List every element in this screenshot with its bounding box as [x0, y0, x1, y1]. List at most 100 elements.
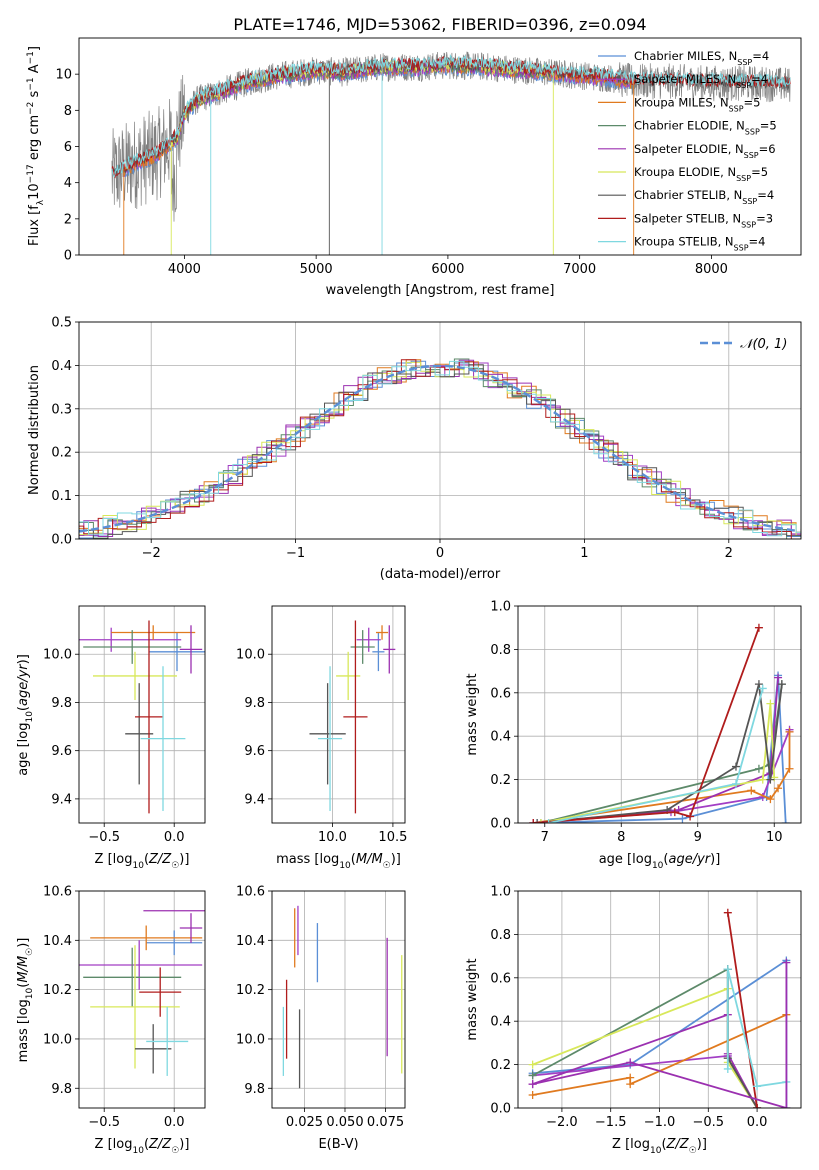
- data-point: [782, 958, 791, 967]
- data-point: [670, 808, 679, 817]
- y-tick-label: 10.6: [236, 885, 265, 900]
- data-point: [785, 764, 794, 773]
- x-tick-label: 0.025: [286, 1115, 323, 1130]
- y-tick-label: 0.6: [490, 971, 511, 986]
- y-tick-label: 9.8: [51, 696, 72, 711]
- data-point: [723, 908, 732, 917]
- y-tick-label: 9.6: [51, 744, 72, 759]
- x-tick-label: 10.0: [318, 830, 347, 845]
- y-axis-label: Normed distribution: [27, 365, 42, 495]
- y-tick-label: 0.4: [490, 730, 511, 745]
- data-point: [782, 1104, 791, 1108]
- data-point: [753, 1082, 762, 1091]
- y-tick-label: 0.5: [51, 316, 72, 331]
- histogram-salpeter-stelib: [79, 359, 801, 539]
- data-point: [766, 699, 775, 708]
- data-point: [528, 1071, 537, 1080]
- data-point: [754, 764, 763, 773]
- data-point: [731, 762, 740, 771]
- mass_vs_ebv-panel: 0.025 0.050 0.075 9.8 10.0 10.2 10.4 10.6 E(B-V): [236, 885, 406, 1152]
- x-tick-label: 1: [580, 546, 588, 561]
- x-axis-label: wavelength [Angstrom, rest frame]: [326, 283, 555, 298]
- x-tick-label: 0.0: [747, 1115, 768, 1130]
- legend-entry: Kroupa ELODIE, NSSP=5: [634, 165, 768, 183]
- data-point: [723, 965, 732, 974]
- y-tick-label: 10.0: [43, 1032, 72, 1047]
- weight_vs_age-plot-area: [529, 623, 794, 823]
- figure-title: PLATE=1746, MJD=53062, FIBERID=0396, z=0…: [233, 15, 646, 34]
- x-tick-label: 8: [617, 830, 625, 845]
- y-axis-label: mass weight: [465, 673, 480, 755]
- y-tick-label: 2: [64, 212, 72, 227]
- data-point: [528, 1060, 537, 1069]
- y-tick-label: 10.4: [43, 934, 72, 949]
- data-point: [723, 1064, 732, 1073]
- y-tick-label: 0.2: [490, 773, 511, 788]
- x-tick-label: −1.0: [644, 1115, 676, 1130]
- data-point: [781, 819, 790, 823]
- y-axis-label: Flux [fλ10−17 erg cm−2 s−1 A−1]: [26, 46, 46, 246]
- age_vs_mass-plot-area: [309, 620, 396, 814]
- legend-entry: 𝒩(0, 1): [740, 337, 787, 352]
- weight_vs_Z-plot-area: [528, 908, 791, 1108]
- data-point: [544, 819, 553, 823]
- weight-line-salpeter-elodie: [532, 962, 788, 1108]
- x-tick-label: −2: [142, 546, 161, 561]
- data-point: [774, 673, 783, 682]
- y-tick-label: 9.8: [244, 1082, 265, 1097]
- data-point: [528, 1090, 537, 1099]
- y-tick-label: 0.3: [51, 402, 72, 417]
- y-axis-label: age [log10(age/yr)]: [16, 654, 35, 776]
- x-tick-label: 10: [766, 830, 783, 845]
- y-tick-label: 9.4: [51, 792, 72, 807]
- x-tick-label: −0.5: [88, 830, 120, 845]
- y-tick-label: 10: [55, 68, 72, 83]
- y-tick-label: 0.4: [490, 1015, 511, 1030]
- model-spectrum-kroupa-stelib: [111, 53, 791, 178]
- x-tick-label: 5000: [300, 262, 333, 277]
- x-axis-label: E(B-V): [318, 1137, 358, 1152]
- y-axis-label: mass [log10(M/M☉)]: [16, 938, 35, 1063]
- weight_vs_age-panel: 7 8 9 10 0.0 0.2 0.4 0.6 0.8 1.0 age [log10(age/yr…: [465, 600, 802, 871]
- legend-entry: Kroupa MILES, NSSP=5: [634, 95, 760, 113]
- data-point: [753, 1104, 762, 1108]
- y-tick-label: 9.8: [51, 1082, 72, 1097]
- legend-entry: Salpeter ELODIE, NSSP=6: [634, 142, 776, 160]
- data-point: [758, 684, 767, 693]
- data-point: [766, 795, 775, 804]
- x-tick-label: −1: [286, 546, 305, 561]
- x-tick-label: −1.5: [595, 1115, 627, 1130]
- legend-entry: Chabrier ELODIE, NSSP=5: [634, 119, 777, 137]
- age_vs_mass-frame: [271, 605, 406, 824]
- y-tick-label: 9.8: [244, 696, 265, 711]
- data-point: [785, 727, 794, 736]
- data-point: [626, 1058, 635, 1067]
- y-tick-label: 0.2: [51, 446, 72, 461]
- data-point: [533, 819, 542, 823]
- mass_vs_Z-panel: −0.5 0.0 9.8 10.0 10.2 10.4 10.6 Z [log10(Z/Z☉)…: [16, 885, 206, 1156]
- normal-reference-curve: [79, 364, 799, 533]
- spectrum-legend: Chabrier MILES, NSSP=4 Salpeter MILES, NS…: [598, 49, 777, 252]
- y-tick-label: 1.0: [490, 885, 511, 900]
- x-tick-label: 0: [436, 546, 444, 561]
- weight-line-salpeter-stelib: [726, 912, 758, 1108]
- y-tick-label: 0: [64, 249, 72, 264]
- x-tick-label: 0.050: [326, 1115, 363, 1130]
- weight_vs_age-frame: [517, 605, 802, 824]
- age_vs_Z-plot-area: [79, 620, 205, 814]
- spectrum-panel: 4000 5000 6000 7000 8000 0 2 4 6 8 10 Chabrier MILE…: [26, 37, 802, 298]
- data-point: [766, 775, 775, 784]
- x-tick-label: 6000: [431, 262, 464, 277]
- x-tick-label: −0.5: [88, 1115, 120, 1130]
- x-tick-label: 0.075: [367, 1115, 404, 1130]
- data-point: [529, 819, 538, 823]
- data-point: [754, 680, 763, 689]
- y-tick-label: 10.0: [236, 1032, 265, 1047]
- y-tick-label: 0.8: [490, 928, 511, 943]
- mass_vs_Z-plot-area: [79, 910, 205, 1076]
- x-axis-label: Z [log10(Z/Z☉)]: [95, 852, 190, 871]
- y-tick-label: 6: [64, 140, 72, 155]
- weight-line-salpeter-stelib: [533, 627, 760, 823]
- y-tick-label: 10.2: [236, 983, 265, 998]
